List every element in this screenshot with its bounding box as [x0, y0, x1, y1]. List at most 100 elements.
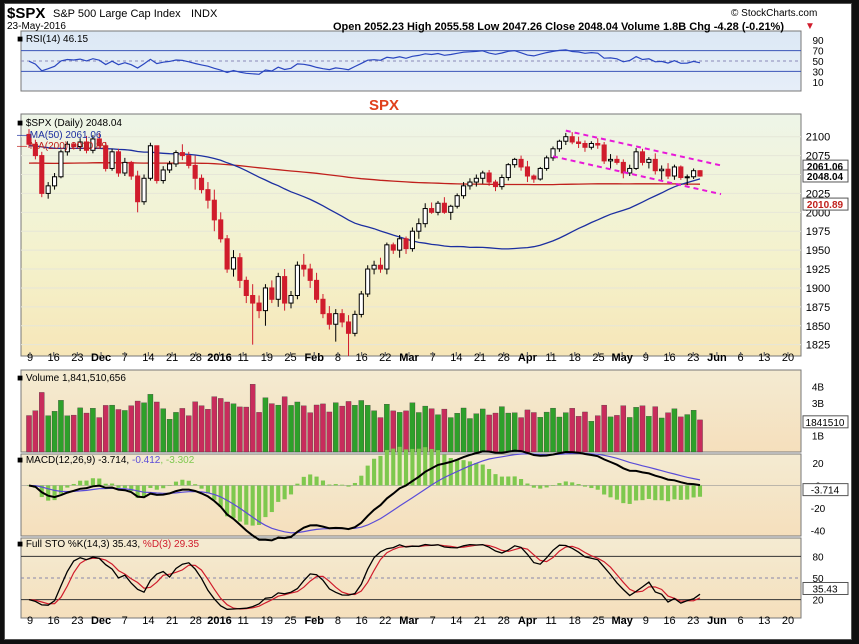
macd-histogram-bar [589, 485, 594, 489]
x-axis-label: 16 [355, 615, 367, 627]
macd-histogram-bar [461, 460, 466, 486]
candle-body [365, 268, 371, 295]
price-tag-text: 2048.04 [807, 172, 844, 183]
macd-histogram-bar [154, 485, 159, 490]
volume-bar [543, 411, 550, 453]
volume-bar [26, 415, 32, 453]
macd-histogram-bar [665, 485, 671, 502]
macd-histogram-bar [691, 485, 696, 498]
candle-body [563, 136, 569, 142]
macd-histogram-bar [493, 474, 498, 486]
macd-histogram-bar [212, 485, 217, 500]
candle-body [96, 138, 102, 147]
rsi-tick-label: 10 [812, 78, 824, 89]
candle-body [691, 170, 697, 178]
x-axis-label: 21 [166, 352, 178, 364]
candle-body [160, 169, 166, 182]
macd-histogram-bar [455, 459, 460, 486]
macd-histogram-bar [538, 485, 543, 489]
candle-body [83, 141, 90, 151]
macd-histogram-bar [320, 480, 326, 486]
macd-histogram-bar [531, 485, 536, 488]
candle-body [314, 279, 320, 300]
macd-histogram-bar [659, 485, 664, 501]
macd-histogram-bar [634, 485, 639, 501]
macd-legend-main: MACD(12,26,9) -3.714, [25, 455, 132, 466]
chart-page: 9 16 23 Dec 7 14 21 28 2016 11 19 25 Feb 8 16 22 Mar 7 14 2… [4, 3, 852, 640]
candle-body [659, 168, 665, 172]
volume-bar [646, 416, 652, 453]
candle-body [518, 158, 524, 168]
macd-histogram-bar [614, 485, 619, 500]
macd-histogram-bar [327, 484, 332, 486]
volume-bar [64, 415, 71, 453]
candle-body [499, 177, 505, 188]
volume-bar [575, 416, 582, 453]
volume-bar [128, 405, 134, 453]
price-legend: ■ $SPX (Daily) 2048.04 [17, 118, 122, 129]
candle-body [45, 185, 51, 194]
price-tick-label: 1875 [806, 302, 830, 314]
volume-bar [345, 401, 352, 453]
macd-histogram-bar [308, 474, 313, 486]
candle-body [282, 276, 288, 304]
candle-body [358, 293, 364, 315]
x-axis-label: 16 [663, 615, 675, 627]
volume-bar [102, 405, 109, 453]
macd-histogram-bar [378, 455, 383, 486]
volume-bar [186, 415, 192, 453]
macd-histogram-bar [250, 485, 255, 526]
spx-annotation: SPX [369, 97, 400, 114]
x-axis-label: 7 [122, 615, 128, 627]
volume-bar [620, 405, 627, 453]
volume-bar [45, 415, 51, 453]
candle-body [390, 244, 396, 251]
macd-histogram-bar [653, 485, 658, 501]
x-axis-label: Feb [304, 615, 324, 627]
x-axis-label: 18 [569, 615, 581, 627]
candle-body [620, 161, 626, 174]
candle-body [588, 142, 594, 148]
candle-body [326, 313, 332, 325]
volume-bar [115, 409, 122, 453]
volume-bar [122, 410, 128, 453]
ma200-tag-box [802, 197, 849, 211]
macd-histogram-bar [301, 476, 306, 486]
ma50-tag-text: 2061.06 [807, 162, 844, 173]
candle-body [416, 223, 422, 232]
candle-body [141, 177, 147, 203]
volume-bar [109, 404, 115, 453]
volume-bar [154, 401, 160, 453]
candle-body [109, 151, 115, 169]
volume-bar [192, 401, 198, 453]
candle-body [320, 298, 326, 315]
sto-legend: ■ Full STO %K(14,3) 35.43, %D(3) 29.35 [17, 539, 200, 550]
candle-body [460, 185, 467, 197]
volume-bar [294, 401, 301, 453]
macd-histogram-bar [621, 485, 626, 504]
macd-histogram-bar [512, 476, 517, 486]
macd-histogram-bar [276, 485, 281, 502]
x-axis-label: 14 [142, 352, 154, 364]
volume-bar [396, 412, 403, 453]
macd-histogram-bar [359, 475, 364, 486]
header-ohlc: Open 2052.23 High 2055.58 Low 2047.26 Cl… [333, 21, 785, 33]
candle-body [301, 264, 307, 270]
candle-body [486, 172, 492, 183]
volume-bar [422, 405, 428, 453]
candle-body [64, 143, 70, 153]
x-axis-label: 21 [474, 352, 486, 364]
candle-body [218, 219, 224, 240]
macd-histogram-bar [435, 450, 441, 486]
macd-histogram-bar [442, 454, 447, 486]
price-tick-label: 1950 [806, 245, 830, 257]
volume-bar [492, 412, 499, 453]
macd-histogram-bar [84, 480, 89, 486]
volume-tick-label: 1B [812, 432, 825, 443]
macd-histogram-bar [263, 485, 268, 518]
x-axis-label: 11 [237, 615, 248, 627]
x-axis-label: 9 [27, 615, 33, 627]
macd-histogram-bar [256, 485, 262, 526]
macd-histogram-bar [103, 483, 108, 486]
candle-body [26, 133, 32, 145]
